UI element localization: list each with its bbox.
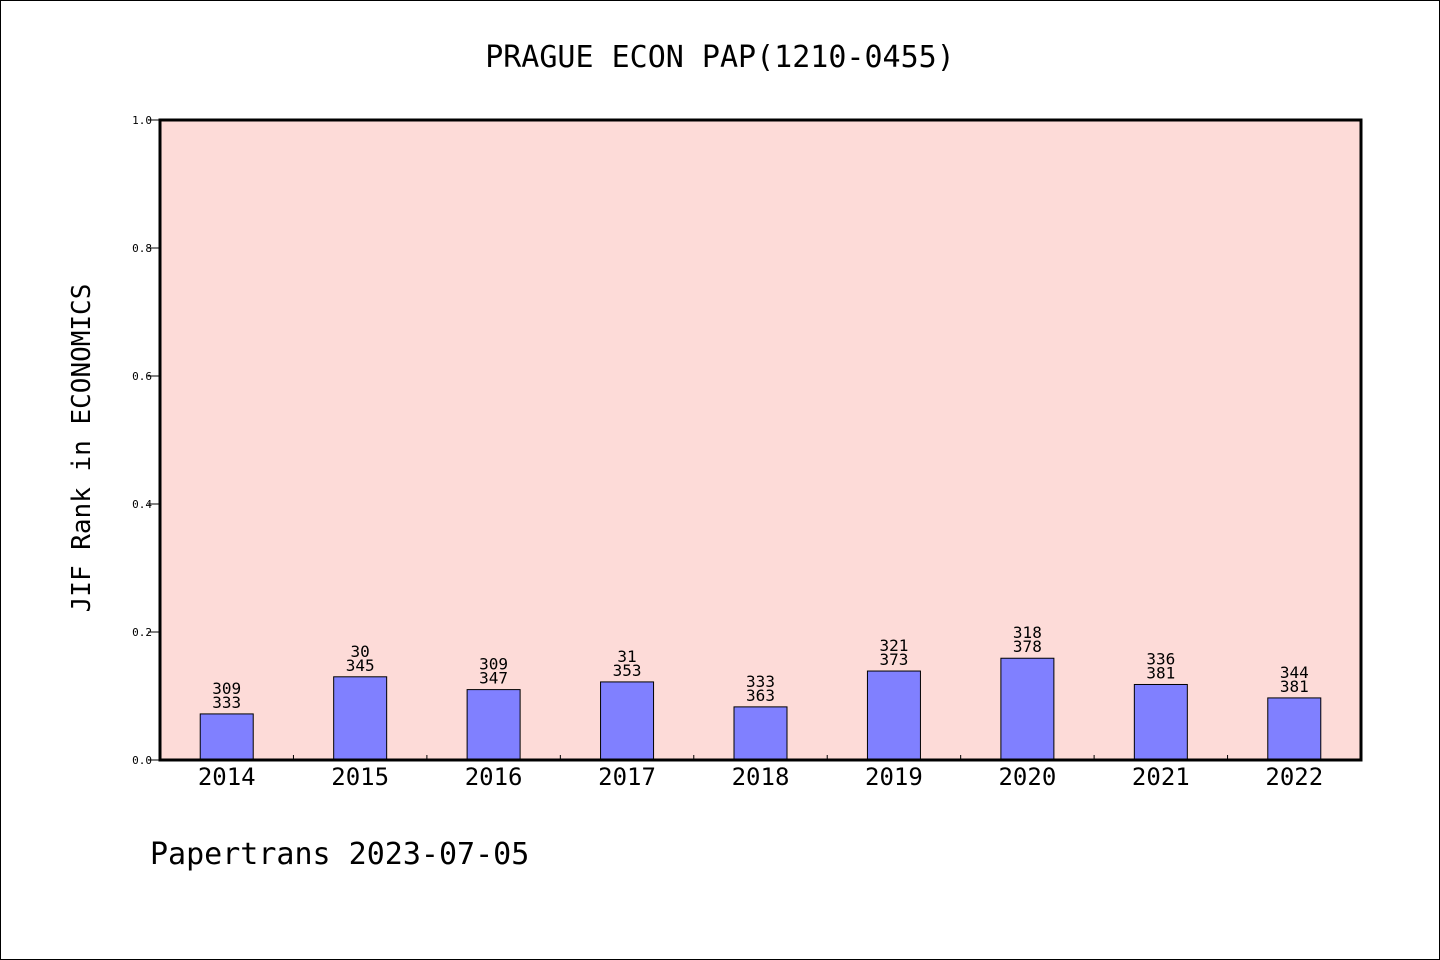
bar: [333, 676, 388, 761]
y-tick-label: 1.0: [132, 114, 152, 127]
bar-total-label: 373: [879, 650, 908, 669]
bar: [1133, 683, 1188, 761]
y-tick-label: 0.4: [132, 498, 152, 511]
bar-total-label: 347: [479, 669, 508, 688]
x-tick-label: 2022: [1265, 763, 1323, 791]
bar-total-label: 353: [613, 661, 642, 680]
bar: [866, 670, 921, 761]
x-tick-label: 2018: [732, 763, 790, 791]
bar: [600, 681, 655, 761]
y-tick-label: 0.0: [132, 754, 152, 767]
x-tick-label: 2015: [331, 763, 389, 791]
x-tick-label: 2016: [465, 763, 523, 791]
bar: [1000, 657, 1055, 761]
bar-total-label: 381: [1146, 663, 1175, 682]
plot-area: [160, 120, 1361, 760]
bar-rank-label: 31: [617, 647, 636, 666]
x-tick-label: 2020: [998, 763, 1056, 791]
x-tick-label: 2021: [1132, 763, 1190, 791]
bar-rank-label: 309: [212, 679, 241, 698]
chart-title: PRAGUE ECON PAP(1210-0455): [485, 40, 955, 75]
y-tick-label: 0.8: [132, 242, 152, 255]
y-axis-ticks: 0.0 0.2 0.4 0.6 0.8 1.0: [132, 114, 160, 767]
bar-rank-label: 318: [1013, 623, 1042, 642]
y-axis-label: JIF Rank in ECONOMICS: [67, 284, 97, 613]
y-tick-label: 0.2: [132, 626, 152, 639]
x-tick-label: 2017: [598, 763, 656, 791]
bar-total-label: 345: [346, 656, 375, 675]
bar-rank-label: 309: [479, 655, 508, 674]
bar-total-label: 378: [1013, 637, 1042, 656]
footer-text: Papertrans 2023-07-05: [150, 837, 529, 872]
x-tick-label: 2014: [198, 763, 256, 791]
y-tick-label: 0.6: [132, 370, 152, 383]
bar-rank-label: 30: [351, 642, 370, 661]
bar-rank-label: 344: [1280, 663, 1309, 682]
bar-rank-label: 321: [879, 636, 908, 655]
bar-rank-label: 333: [746, 672, 775, 691]
plot-border: [158, 118, 1363, 762]
x-axis-ticks: 2014 2015 2016 2017 2018 2019 2020 2021 2022: [159, 755, 1362, 791]
bar-total-label: 333: [212, 693, 241, 712]
bar: [733, 706, 788, 761]
bar-rank-label: 336: [1146, 649, 1175, 668]
bar: [199, 713, 254, 761]
bar-total-label: 363: [746, 686, 775, 705]
bar: [466, 689, 521, 761]
bar-total-label: 381: [1280, 677, 1309, 696]
x-tick-label: 2019: [865, 763, 923, 791]
bar: [1267, 697, 1322, 761]
